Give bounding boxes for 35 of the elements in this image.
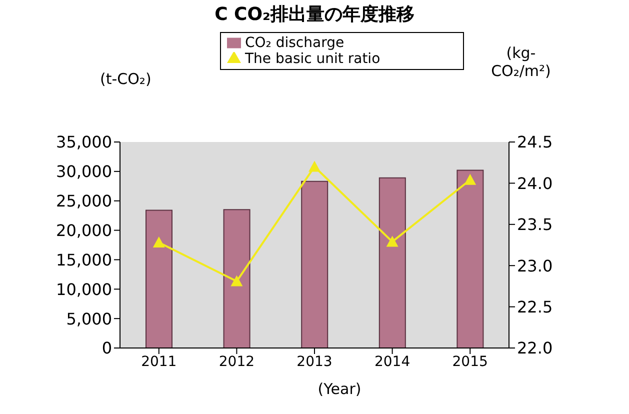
point xyxy=(464,174,476,185)
y2-tick-label: 23.5 xyxy=(517,215,553,234)
bar xyxy=(301,180,328,348)
y2-axis-title: (kg-CO₂/m²) xyxy=(490,44,552,80)
y2-tick-label: 22.5 xyxy=(517,297,553,316)
y2-tick-label: 24.5 xyxy=(517,132,553,152)
point xyxy=(152,236,165,248)
point xyxy=(308,160,320,172)
legend-label: CO₂ discharge xyxy=(245,35,344,51)
y-axis-title: (t-CO₂) xyxy=(100,70,152,88)
x-tick-label: 2011 xyxy=(141,354,177,370)
y-tick-label: 20,000 xyxy=(56,220,112,240)
y-tick-label: 25,000 xyxy=(56,192,112,211)
x-axis-title: (Year) xyxy=(316,380,362,398)
bar xyxy=(146,210,172,348)
point xyxy=(230,275,243,286)
y2-tick-label: 22.0 xyxy=(517,338,553,358)
y-tick-label: 30,000 xyxy=(56,162,112,182)
x-tick-label: 2015 xyxy=(452,354,488,370)
chart-title: C CO₂排出量の年度推移 xyxy=(214,3,416,26)
x-tick-label: 2012 xyxy=(218,354,255,370)
x-tick-label: 2013 xyxy=(296,354,332,370)
y-tick-label: 15,000 xyxy=(56,250,112,270)
y2-tick-label: 24.0 xyxy=(517,174,553,193)
x-tick-label: 2014 xyxy=(374,354,410,370)
bar xyxy=(378,177,406,348)
y-tick-label: 10,000 xyxy=(56,280,112,299)
y-tick-label: 0 xyxy=(102,338,112,358)
y-tick-label: 5,000 xyxy=(66,309,112,328)
legend-label: The basic unit ratio xyxy=(245,51,380,67)
y2-tick-label: 23.0 xyxy=(517,256,553,276)
point xyxy=(386,236,398,247)
y-tick-label: 35,000 xyxy=(56,132,112,152)
bar xyxy=(223,209,250,348)
bar xyxy=(456,170,484,348)
